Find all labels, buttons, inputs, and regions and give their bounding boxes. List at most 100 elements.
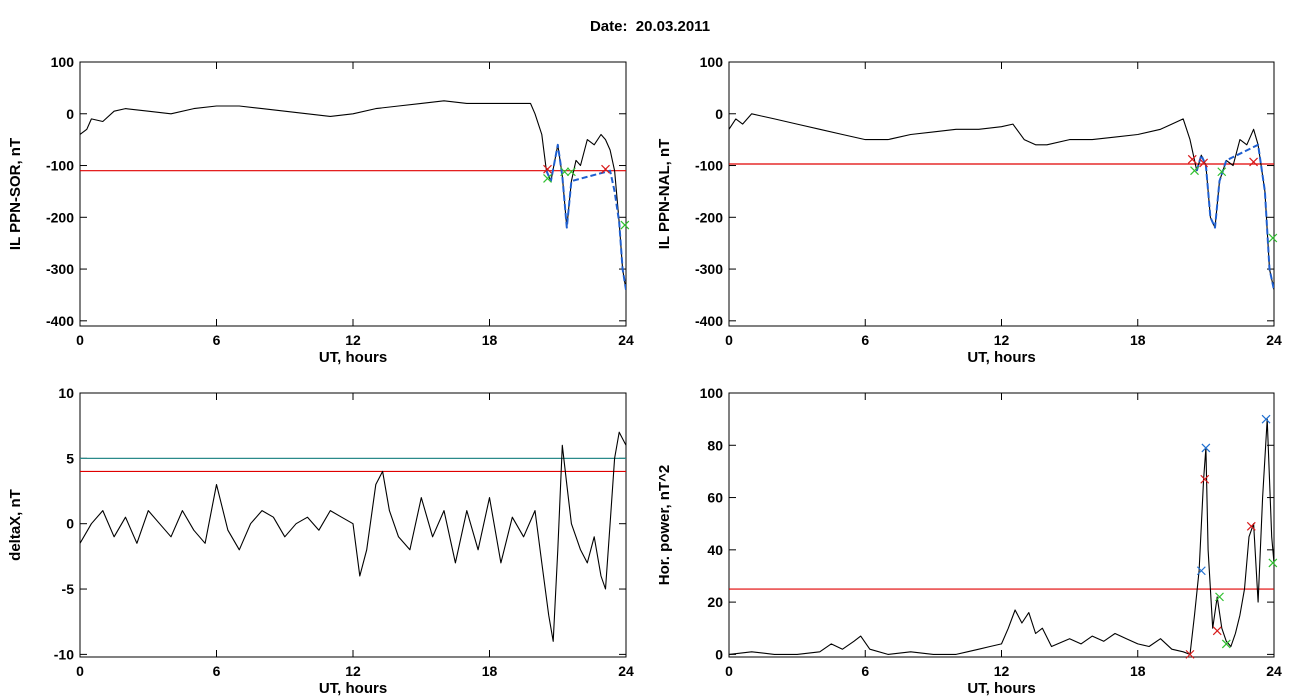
x-marker-stroke xyxy=(1187,154,1197,164)
y-axis-label: deltaX, nT xyxy=(7,489,24,561)
x-marker xyxy=(1200,474,1210,484)
x-marker xyxy=(601,164,610,174)
x-marker-stroke xyxy=(543,164,552,174)
y-tick-label: 0 xyxy=(66,106,74,122)
x-marker-stroke xyxy=(1200,474,1210,484)
x-marker-stroke xyxy=(601,164,610,174)
x-marker xyxy=(1221,639,1231,649)
x-tick-label: 0 xyxy=(76,332,84,348)
y-tick-label: 100 xyxy=(700,54,724,70)
chart-panel-3: 0 6 12 18 24 10 5 0 -5 -10 UT, hours deltaX, nT xyxy=(7,385,634,697)
plot-frame xyxy=(728,61,1275,327)
y-tick-label: -200 xyxy=(695,209,723,225)
y-tick-label: 100 xyxy=(51,54,75,70)
x-marker-stroke xyxy=(1217,167,1227,177)
chart-panel-4: 0 6 12 18 24 100 80 60 40 20 0 UT, hours Hor. power,… xyxy=(656,385,1282,697)
x-marker xyxy=(1268,558,1278,568)
x-marker xyxy=(1199,158,1209,168)
x-marker xyxy=(1261,414,1271,424)
x-marker xyxy=(566,167,576,177)
figure-title: Date: 20.03.2011 xyxy=(589,18,711,35)
x-marker xyxy=(1268,233,1278,243)
x-tick-label: 24 xyxy=(1266,332,1282,348)
y-tick-label: 20 xyxy=(707,594,723,610)
x-marker xyxy=(620,220,630,230)
x-tick-label: 6 xyxy=(213,663,221,679)
x-marker-stroke xyxy=(560,167,569,177)
y-tick-label: 10 xyxy=(58,385,74,401)
x-marker-stroke xyxy=(1185,649,1195,659)
chart-panel-1: 0 6 12 18 24 100 0 -100 -200 -300 -400 UT, hours IL … xyxy=(7,54,634,366)
x-marker-stroke xyxy=(1268,558,1278,568)
x-axis-label: UT, hours xyxy=(319,349,387,366)
x-marker xyxy=(1249,157,1258,167)
plot-frame xyxy=(79,61,627,327)
y-tick-label: -200 xyxy=(46,209,74,225)
x-tick-label: 12 xyxy=(345,332,361,348)
x-tick-label: 24 xyxy=(618,663,634,679)
x-marker xyxy=(1215,592,1224,602)
x-marker xyxy=(1246,521,1256,531)
x-marker xyxy=(543,174,552,183)
x-tick-label: 0 xyxy=(725,663,733,679)
data-series-line xyxy=(80,431,626,642)
x-marker-stroke xyxy=(1196,566,1206,576)
x-marker xyxy=(1185,649,1195,659)
x-marker xyxy=(1201,443,1211,453)
x-tick-label: 0 xyxy=(725,332,733,348)
x-tick-label: 18 xyxy=(482,332,498,348)
x-marker-stroke xyxy=(1246,521,1256,531)
y-tick-label: 40 xyxy=(707,542,723,558)
x-tick-label: 12 xyxy=(994,663,1010,679)
x-tick-label: 24 xyxy=(1266,663,1282,679)
x-marker xyxy=(1190,166,1199,176)
y-tick-label: -100 xyxy=(46,158,74,174)
highlight-series-line xyxy=(1195,143,1274,291)
y-tick-label: 0 xyxy=(715,646,723,662)
y-tick-label: -300 xyxy=(695,261,723,277)
x-marker xyxy=(1217,167,1227,177)
x-marker-stroke xyxy=(620,220,630,230)
x-marker-stroke xyxy=(1221,639,1231,649)
x-tick-label: 18 xyxy=(482,663,498,679)
x-marker-stroke xyxy=(1199,158,1209,168)
y-tick-label: 60 xyxy=(707,490,723,506)
x-marker-stroke xyxy=(566,167,576,177)
y-tick-label: -5 xyxy=(62,581,75,597)
y-axis-label: IL PPN-NAL, nT xyxy=(656,139,673,250)
y-tick-label: 80 xyxy=(707,437,723,453)
y-tick-label: -100 xyxy=(695,158,723,174)
x-marker-stroke xyxy=(543,174,552,183)
y-tick-label: 5 xyxy=(66,450,74,466)
y-axis-label: Hor. power, nT^2 xyxy=(656,465,673,585)
x-tick-label: 24 xyxy=(618,332,634,348)
x-marker-stroke xyxy=(1261,414,1271,424)
x-marker-stroke xyxy=(1190,166,1199,176)
x-tick-label: 0 xyxy=(76,663,84,679)
plot-frame xyxy=(728,392,1275,658)
y-tick-label: 0 xyxy=(66,516,74,532)
x-tick-label: 6 xyxy=(861,332,869,348)
x-marker xyxy=(1212,626,1222,636)
x-marker xyxy=(560,167,569,177)
x-tick-label: 12 xyxy=(345,663,361,679)
data-series-line xyxy=(729,113,1274,290)
x-marker-stroke xyxy=(1201,443,1211,453)
x-tick-label: 12 xyxy=(994,332,1010,348)
data-series-line xyxy=(729,418,1274,655)
x-marker-stroke xyxy=(1249,157,1258,167)
x-marker-stroke xyxy=(1268,233,1278,243)
y-axis-label: IL PPN-SOR, nT xyxy=(7,138,24,250)
x-marker xyxy=(1187,154,1197,164)
x-axis-label: UT, hours xyxy=(319,680,387,697)
x-marker-stroke xyxy=(1212,626,1222,636)
x-marker-stroke xyxy=(1215,592,1224,602)
x-marker xyxy=(543,164,552,174)
chart-panel-2: 0 6 12 18 24 100 0 -100 -200 -300 -400 UT, hours IL … xyxy=(656,54,1282,366)
x-tick-label: 6 xyxy=(861,663,869,679)
x-tick-label: 18 xyxy=(1130,663,1146,679)
y-tick-label: -400 xyxy=(46,313,74,329)
y-tick-label: 0 xyxy=(715,106,723,122)
y-tick-label: 100 xyxy=(700,385,724,401)
